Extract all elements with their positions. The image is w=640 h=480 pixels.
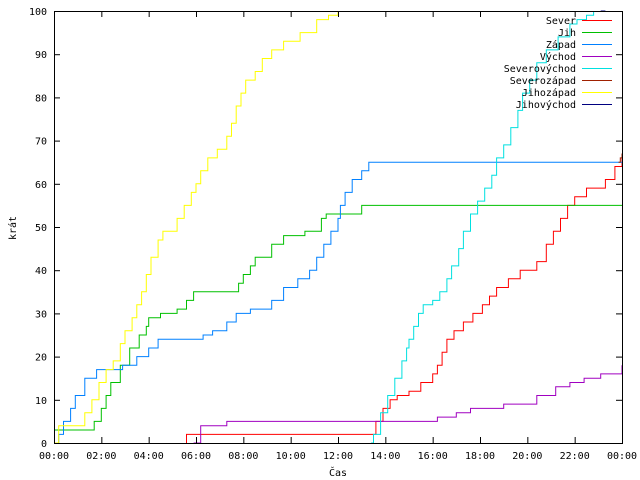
legend-label-severozapad: Severozápad	[510, 75, 576, 87]
legend-label-jihovychod: Jihovýchod	[516, 99, 576, 111]
x-tick-label: 18:00	[465, 451, 495, 462]
y-tick-label: 50	[35, 223, 47, 234]
x-tick-label: 08:00	[228, 451, 258, 462]
x-tick-label: 12:00	[323, 451, 353, 462]
y-tick-label: 80	[35, 93, 47, 104]
y-tick-label: 70	[35, 137, 47, 148]
legend-label-severovychod: Severovýchod	[504, 63, 576, 75]
y-tick-label: 100	[29, 7, 47, 18]
y-tick-label: 30	[35, 309, 47, 320]
y-tick-label: 0	[41, 439, 47, 450]
y-tick-label: 20	[35, 353, 47, 364]
x-tick-label: 16:00	[418, 451, 448, 462]
series-line-severozapad	[618, 153, 623, 163]
legend: SeverJihZápadVýchodSeverovýchodSeverozáp…	[504, 16, 612, 111]
y-tick-label: 40	[35, 266, 47, 277]
axis-tick-labels: 00:00 02:00 04:00 06:00 08:00 10:00 12:00 14:00…	[29, 7, 637, 462]
legend-label-jih: Jih	[558, 28, 576, 39]
x-tick-label: 02:00	[86, 451, 116, 462]
series-line-vychod	[193, 365, 623, 444]
y-axis-label: krát	[7, 216, 19, 240]
series-line-severovychod	[371, 11, 595, 444]
legend-label-zapad: Západ	[546, 39, 576, 51]
x-axis-label: Čas	[329, 466, 347, 479]
y-tick-label: 60	[35, 180, 47, 191]
y-tick-label: 90	[35, 50, 47, 61]
plot-series	[54, 10, 623, 444]
series-line-sever	[186, 153, 623, 443]
x-tick-label: 10:00	[276, 451, 306, 462]
series-line-zapad	[54, 161, 622, 444]
x-tick-label: 14:00	[370, 451, 400, 462]
y-tick-label: 10	[35, 396, 47, 407]
legend-label-vychod: Východ	[540, 51, 576, 63]
x-tick-label: 20:00	[512, 451, 542, 462]
legend-label-jihozapad: Jihozápad	[522, 87, 576, 99]
series-line-jihozapad	[54, 11, 339, 444]
legend-label-sever: Sever	[546, 16, 576, 27]
series-line-jih	[54, 204, 622, 431]
x-tick-label: 00:00	[607, 451, 637, 462]
x-tick-label: 22:00	[560, 451, 590, 462]
x-tick-label: 04:00	[134, 451, 164, 462]
x-tick-label: 06:00	[181, 451, 211, 462]
axis-ticks	[54, 11, 623, 444]
x-tick-label: 00:00	[39, 451, 69, 462]
